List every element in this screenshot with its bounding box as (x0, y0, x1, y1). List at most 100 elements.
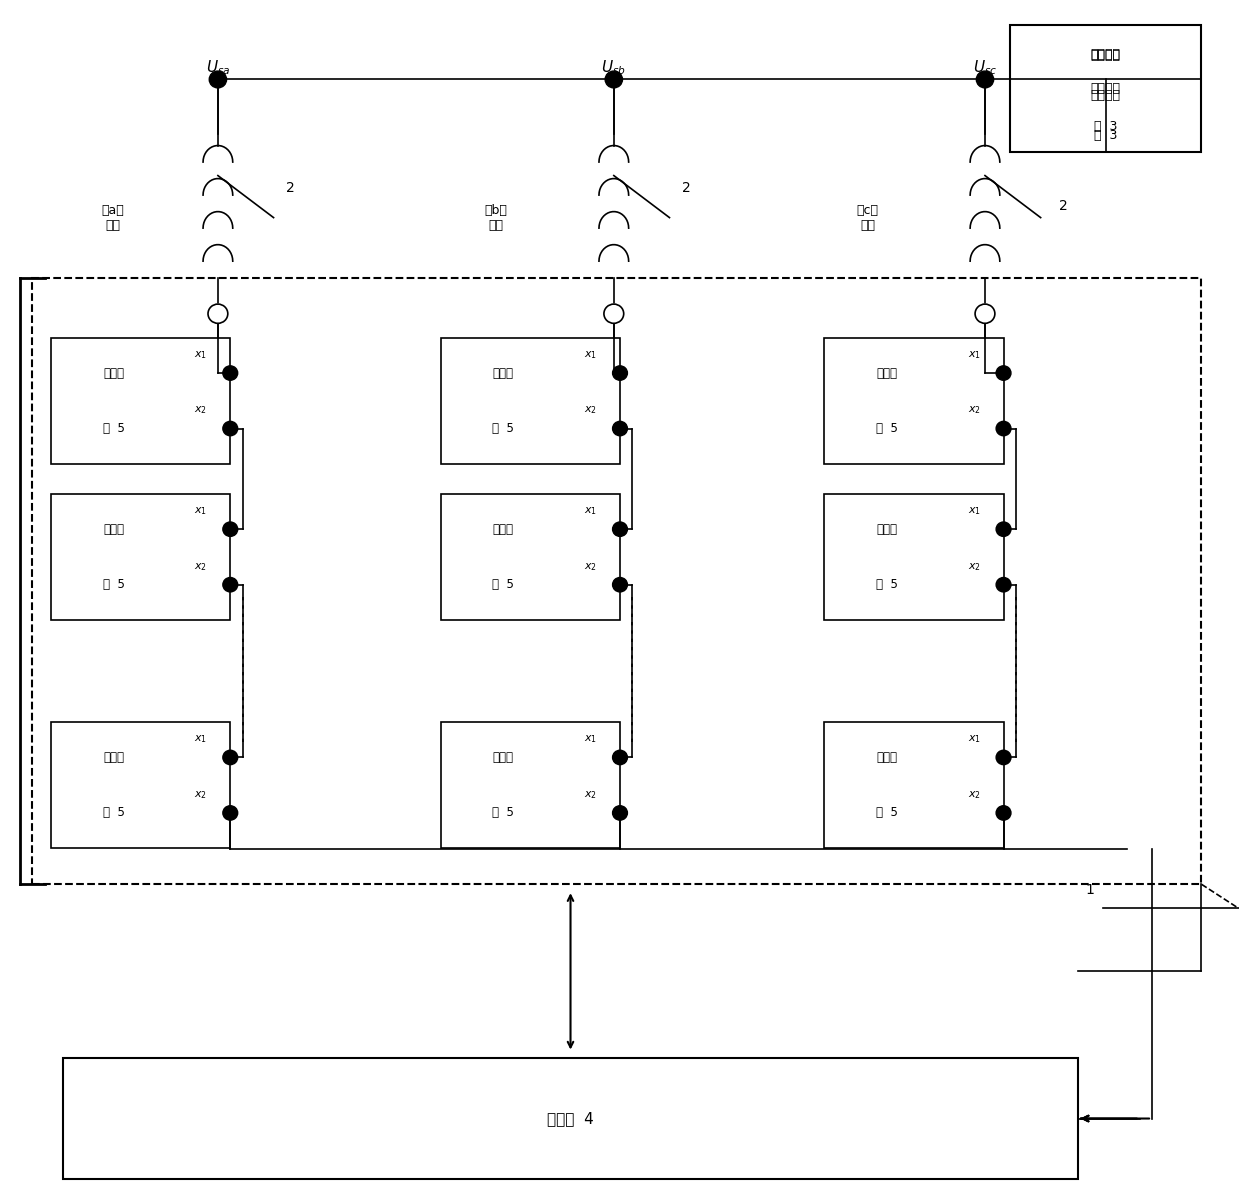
Text: $x_1$: $x_1$ (195, 506, 207, 517)
Text: 级联单: 级联单 (103, 366, 124, 379)
Text: 元  5: 元 5 (875, 578, 898, 591)
Text: 元  5: 元 5 (492, 578, 515, 591)
FancyBboxPatch shape (440, 722, 620, 849)
Text: $U_{sb}$: $U_{sb}$ (601, 58, 626, 77)
Circle shape (224, 807, 237, 819)
Circle shape (605, 71, 622, 88)
Text: $x_2$: $x_2$ (195, 789, 207, 801)
Circle shape (613, 421, 627, 436)
Circle shape (996, 421, 1011, 436)
Circle shape (613, 805, 627, 820)
Circle shape (223, 421, 238, 436)
FancyBboxPatch shape (51, 494, 231, 620)
Circle shape (996, 805, 1011, 820)
Text: 流检测单: 流检测单 (1091, 89, 1121, 102)
Circle shape (997, 423, 1009, 435)
Text: $x_1$: $x_1$ (195, 349, 207, 361)
Circle shape (223, 805, 238, 820)
Circle shape (224, 579, 237, 591)
Circle shape (976, 71, 993, 88)
Text: 级联单: 级联单 (492, 523, 513, 536)
Text: 接a相
负载: 接a相 负载 (102, 203, 124, 231)
Text: $U_{sa}$: $U_{sa}$ (206, 58, 231, 77)
Text: 级联单: 级联单 (877, 751, 898, 765)
Circle shape (208, 305, 228, 324)
Text: 元  5: 元 5 (875, 807, 898, 820)
Circle shape (996, 578, 1011, 592)
FancyBboxPatch shape (825, 338, 1003, 464)
Text: 元  5: 元 5 (492, 423, 515, 435)
Circle shape (996, 750, 1011, 765)
Text: 级联单: 级联单 (877, 523, 898, 536)
Text: $x_1$: $x_1$ (584, 506, 598, 517)
Text: 元  5: 元 5 (875, 423, 898, 435)
Text: $x_2$: $x_2$ (584, 789, 598, 801)
FancyBboxPatch shape (440, 494, 620, 620)
Text: 元  5: 元 5 (103, 578, 124, 591)
Circle shape (223, 523, 238, 537)
Text: $x_2$: $x_2$ (967, 405, 981, 417)
Circle shape (613, 750, 627, 765)
Circle shape (223, 750, 238, 765)
Text: 元  5: 元 5 (103, 807, 124, 820)
Circle shape (996, 366, 1011, 380)
Circle shape (224, 524, 237, 536)
Circle shape (614, 751, 626, 763)
Text: 2: 2 (682, 181, 691, 195)
Text: $x_2$: $x_2$ (584, 561, 598, 573)
Circle shape (997, 524, 1009, 536)
FancyBboxPatch shape (63, 1058, 1078, 1179)
Circle shape (614, 579, 626, 591)
Text: $x_1$: $x_1$ (195, 733, 207, 745)
Circle shape (604, 305, 624, 324)
Circle shape (997, 807, 1009, 819)
Text: 元  5: 元 5 (492, 807, 515, 820)
Circle shape (224, 423, 237, 435)
Text: 元  3: 元 3 (1094, 129, 1117, 142)
Text: 接c相
负载: 接c相 负载 (857, 203, 878, 231)
Text: 控制器  4: 控制器 4 (547, 1111, 594, 1126)
Circle shape (614, 423, 626, 435)
Text: 电压和电: 电压和电 (1091, 48, 1121, 61)
Circle shape (613, 523, 627, 537)
Circle shape (996, 523, 1011, 537)
FancyBboxPatch shape (825, 494, 1003, 620)
Circle shape (223, 366, 238, 380)
Text: 级联单: 级联单 (492, 366, 513, 379)
Text: 1: 1 (1086, 884, 1095, 897)
Circle shape (613, 366, 627, 380)
Text: $x_2$: $x_2$ (195, 561, 207, 573)
Text: $x_1$: $x_1$ (584, 733, 598, 745)
Circle shape (224, 751, 237, 763)
Text: $x_1$: $x_1$ (584, 349, 598, 361)
Text: $x_2$: $x_2$ (195, 405, 207, 417)
Text: 流检测单: 流检测单 (1091, 82, 1121, 95)
FancyBboxPatch shape (51, 338, 231, 464)
Text: 电压和电: 电压和电 (1091, 49, 1121, 63)
Text: 元  5: 元 5 (103, 423, 124, 435)
Circle shape (614, 524, 626, 536)
Circle shape (613, 578, 627, 592)
Circle shape (975, 305, 994, 324)
Text: $U_{sc}$: $U_{sc}$ (972, 58, 997, 77)
Text: $x_2$: $x_2$ (584, 405, 598, 417)
Text: 2: 2 (1059, 199, 1068, 213)
Circle shape (997, 579, 1009, 591)
Text: 接b相
负载: 接b相 负载 (485, 203, 507, 231)
Circle shape (210, 71, 227, 88)
Text: 级联单: 级联单 (877, 366, 898, 379)
FancyBboxPatch shape (440, 338, 620, 464)
FancyBboxPatch shape (825, 722, 1003, 849)
Text: $x_2$: $x_2$ (967, 789, 981, 801)
Text: 元  3: 元 3 (1094, 120, 1117, 132)
Text: $x_1$: $x_1$ (967, 506, 981, 517)
Text: $x_1$: $x_1$ (967, 733, 981, 745)
Text: 2: 2 (286, 181, 295, 195)
Circle shape (997, 751, 1009, 763)
Text: $x_1$: $x_1$ (967, 349, 981, 361)
Text: 级联单: 级联单 (492, 751, 513, 765)
Text: 级联单: 级联单 (103, 523, 124, 536)
Circle shape (223, 578, 238, 592)
FancyBboxPatch shape (1009, 25, 1202, 152)
Text: $x_2$: $x_2$ (967, 561, 981, 573)
